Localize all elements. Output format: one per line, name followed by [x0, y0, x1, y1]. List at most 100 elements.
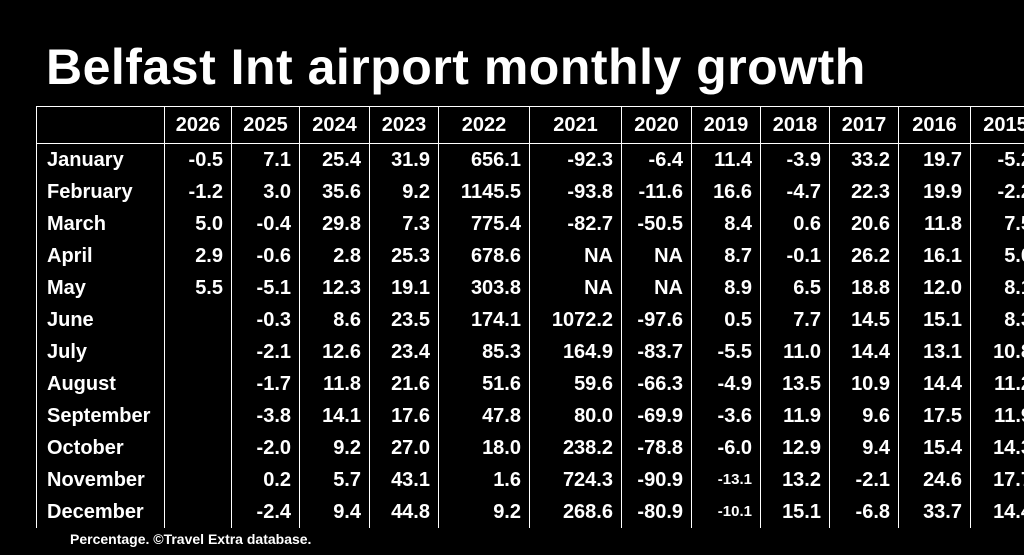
data-cell: NA — [529, 239, 622, 272]
data-cell: 1072.2 — [529, 303, 622, 336]
data-cell: 268.6 — [529, 495, 622, 528]
data-cell: 16.6 — [691, 176, 761, 208]
column-header-2025: 2025 — [231, 106, 300, 144]
data-cell: 18.0 — [438, 431, 530, 464]
data-cell: 11.8 — [898, 207, 971, 240]
column-header-2016: 2016 — [898, 106, 971, 144]
table-row: July -2.1 12.6 23.4 85.3 164.9 -83.7 -5.5 11.0 14… — [36, 335, 1024, 368]
data-cell: -0.1 — [760, 239, 830, 272]
data-cell: 0.2 — [231, 463, 300, 496]
data-cell: 29.8 — [299, 207, 370, 240]
row-label: May — [36, 271, 165, 304]
column-header-2019: 2019 — [691, 106, 761, 144]
data-cell: 9.2 — [438, 495, 530, 528]
data-cell: 0.6 — [760, 207, 830, 240]
data-cell: 15.1 — [898, 303, 971, 336]
table-row: April 2.9 -0.6 2.8 25.3 678.6 NA NA 8.7 -0.1 26.2 1… — [36, 239, 1024, 272]
data-cell: 2.9 — [164, 239, 232, 272]
data-cell: -0.6 — [231, 239, 300, 272]
data-cell: 7.3 — [369, 207, 439, 240]
data-cell: -0.5 — [164, 143, 232, 176]
data-cell: -3.8 — [231, 399, 300, 432]
data-cell: 12.9 — [760, 431, 830, 464]
data-cell: -83.7 — [621, 335, 692, 368]
data-cell: 678.6 — [438, 239, 530, 272]
data-cell — [164, 367, 232, 400]
data-cell: 16.1 — [898, 239, 971, 272]
data-cell: -6.8 — [829, 495, 899, 528]
data-cell: 27.0 — [369, 431, 439, 464]
data-cell: 51.6 — [438, 367, 530, 400]
data-cell: 17.7 — [970, 463, 1024, 496]
header-row: 2026 2025 2024 2023 2022 2021 2020 2019 2018 2017… — [36, 106, 1024, 144]
data-cell: 18.8 — [829, 271, 899, 304]
data-cell: 11.2 — [970, 367, 1024, 400]
header-corner-cell — [36, 106, 165, 144]
data-cell: -2.0 — [231, 431, 300, 464]
data-cell: -10.1 — [691, 495, 761, 528]
data-cell: 5.0 — [970, 239, 1024, 272]
data-cell: 21.6 — [369, 367, 439, 400]
data-cell: 8.3 — [970, 303, 1024, 336]
row-label: March — [36, 207, 165, 240]
table-row: February -1.2 3.0 35.6 9.2 1145.5 -93.8 -11.6 16… — [36, 176, 1024, 208]
data-cell: 11.9 — [970, 399, 1024, 432]
data-cell: -92.3 — [529, 143, 622, 176]
data-cell: NA — [621, 239, 692, 272]
data-cell: -13.1 — [691, 463, 761, 496]
data-cell: 22.3 — [829, 176, 899, 208]
data-cell: -80.9 — [621, 495, 692, 528]
row-label: June — [36, 303, 165, 336]
data-cell: 14.5 — [829, 303, 899, 336]
data-cell: 15.1 — [760, 495, 830, 528]
data-cell: 31.9 — [369, 143, 439, 176]
data-cell: 6.5 — [760, 271, 830, 304]
data-cell: 9.4 — [299, 495, 370, 528]
data-cell: 17.6 — [369, 399, 439, 432]
data-cell: 15.4 — [898, 431, 971, 464]
data-cell: 9.6 — [829, 399, 899, 432]
row-label: April — [36, 239, 165, 272]
growth-table-container: 2026 2025 2024 2023 2022 2021 2020 2019 2018 2017… — [36, 106, 1024, 528]
column-header-2022: 2022 — [438, 106, 530, 144]
data-cell: 3.0 — [231, 176, 300, 208]
data-cell: 12.3 — [299, 271, 370, 304]
data-cell: -5.5 — [691, 335, 761, 368]
data-cell: 5.5 — [164, 271, 232, 304]
data-cell: 7.5 — [970, 207, 1024, 240]
table-row: September -3.8 14.1 17.6 47.8 80.0 -69.9 -3.6 11… — [36, 399, 1024, 432]
data-cell: -97.6 — [621, 303, 692, 336]
table-body: January -0.5 7.1 25.4 31.9 656.1 -92.3 -6.4 11.4… — [36, 143, 1024, 528]
data-cell — [164, 495, 232, 528]
row-label: July — [36, 335, 165, 368]
data-cell: 14.4 — [829, 335, 899, 368]
table-row: November 0.2 5.7 43.1 1.6 724.3 -90.9 -13.1 13.2… — [36, 463, 1024, 496]
data-cell: 13.2 — [760, 463, 830, 496]
data-cell: 164.9 — [529, 335, 622, 368]
data-cell: 13.5 — [760, 367, 830, 400]
data-cell: 238.2 — [529, 431, 622, 464]
data-cell: 33.7 — [898, 495, 971, 528]
data-cell: -90.9 — [621, 463, 692, 496]
data-cell: 303.8 — [438, 271, 530, 304]
data-cell: 13.1 — [898, 335, 971, 368]
table-row: June -0.3 8.6 23.5 174.1 1072.2 -97.6 0.5 7.7 14.… — [36, 303, 1024, 336]
data-cell: 20.6 — [829, 207, 899, 240]
data-cell: -6.0 — [691, 431, 761, 464]
data-cell: 14.4 — [898, 367, 971, 400]
data-cell: 11.9 — [760, 399, 830, 432]
data-cell: 80.0 — [529, 399, 622, 432]
data-cell: 11.0 — [760, 335, 830, 368]
data-cell: 9.2 — [299, 431, 370, 464]
data-cell: 12.6 — [299, 335, 370, 368]
data-cell: -2.4 — [231, 495, 300, 528]
chart-title: Belfast Int airport monthly growth — [46, 39, 866, 95]
data-cell: 19.9 — [898, 176, 971, 208]
data-cell: 9.2 — [369, 176, 439, 208]
data-cell: -0.3 — [231, 303, 300, 336]
data-cell: 1.6 — [438, 463, 530, 496]
table-row: January -0.5 7.1 25.4 31.9 656.1 -92.3 -6.4 11.4… — [36, 143, 1024, 176]
data-cell: -3.6 — [691, 399, 761, 432]
data-cell: 5.7 — [299, 463, 370, 496]
data-cell: -0.4 — [231, 207, 300, 240]
